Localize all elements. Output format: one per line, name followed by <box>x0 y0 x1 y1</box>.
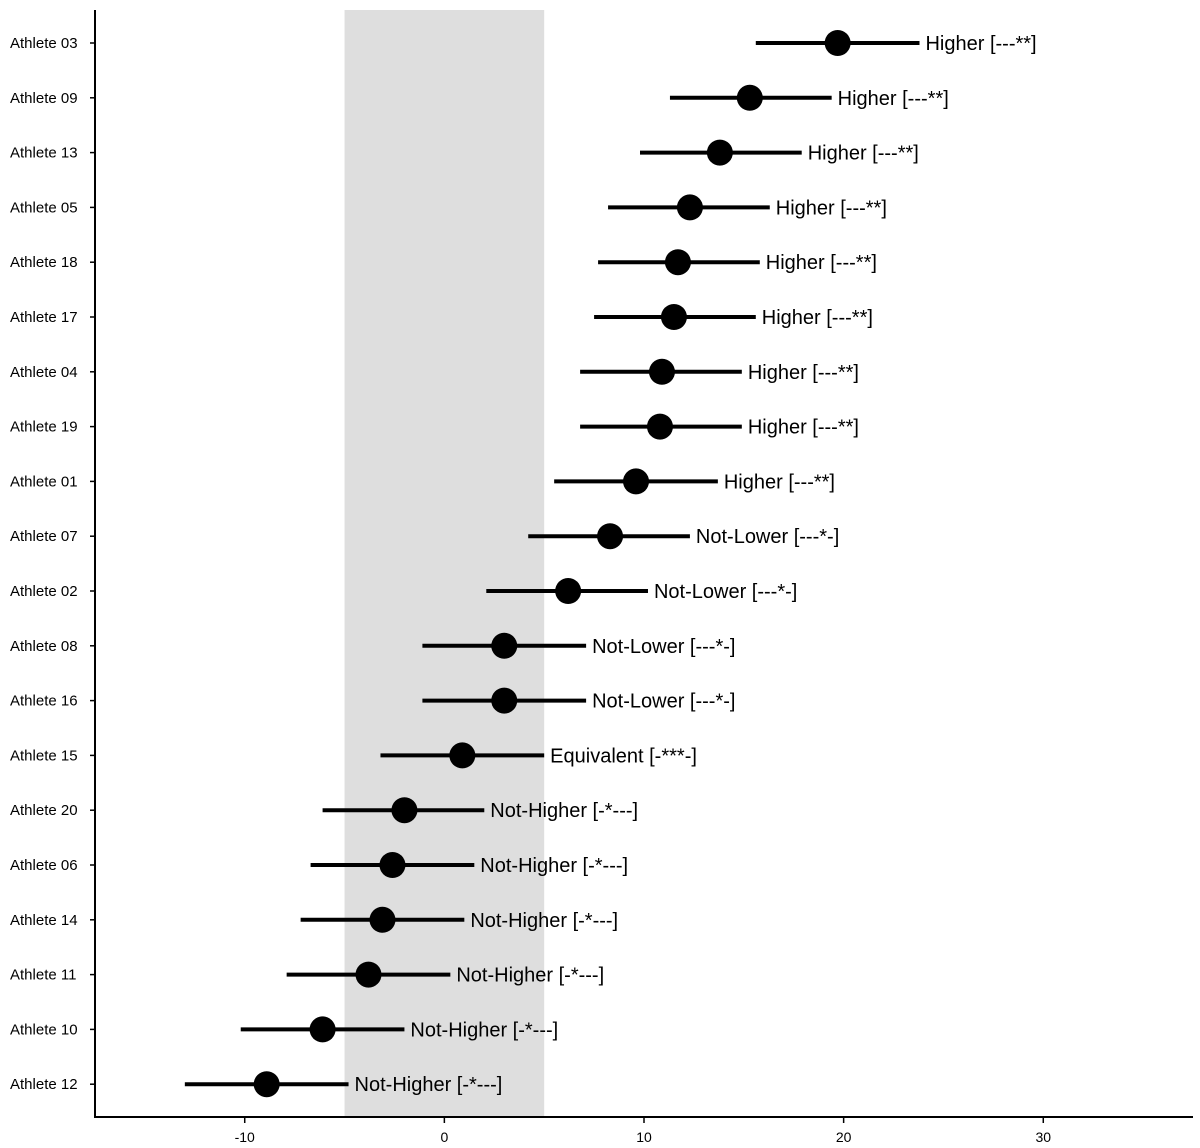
outcome-label: Not-Higher [-*---] <box>490 800 638 822</box>
axis-layer: -10 0 10 20 30 <box>94 10 1193 1145</box>
athlete-label: Athlete 04 <box>10 364 78 381</box>
athlete-row: Athlete 01 Higher [---**] <box>10 468 835 495</box>
outcome-label: Equivalent [-***-] <box>550 745 697 767</box>
athlete-label: Athlete 13 <box>10 145 78 162</box>
outcome-label: Higher [---**] <box>724 471 835 493</box>
athlete-label: Athlete 15 <box>10 747 78 764</box>
outcome-label: Higher [---**] <box>748 417 859 439</box>
athlete-label: Athlete 17 <box>10 309 78 326</box>
estimate-point <box>369 906 396 933</box>
athlete-row: Athlete 03 Higher [---**] <box>10 30 1037 56</box>
estimate-point <box>660 304 687 330</box>
estimate-point <box>597 523 624 550</box>
athlete-row: Athlete 08 Not-Lower [---*-] <box>10 632 735 659</box>
estimate-point <box>646 413 673 440</box>
athlete-row: Athlete 13 Higher [---**] <box>10 139 919 166</box>
outcome-label: Not-Higher [-*---] <box>410 1019 558 1041</box>
x-tick-label: -10 <box>235 1129 255 1145</box>
estimate-point <box>355 961 382 988</box>
estimate-point <box>253 1071 280 1098</box>
outcome-label: Not-Higher [-*---] <box>355 1074 503 1096</box>
outcome-label: Not-Higher [-*---] <box>470 910 618 932</box>
athlete-row: Athlete 16 Not-Lower [---*-] <box>10 687 735 714</box>
estimate-point <box>491 632 518 659</box>
outcome-label: Higher [---**] <box>776 197 887 219</box>
athlete-label: Athlete 16 <box>10 693 78 710</box>
athlete-row: Athlete 05 Higher [---**] <box>10 194 887 221</box>
athlete-label: Athlete 06 <box>10 857 78 874</box>
outcome-label: Higher [---**] <box>838 88 949 110</box>
athlete-row: Athlete 17 Higher [---**] <box>10 304 873 330</box>
athlete-row: Athlete 12 Not-Higher [-*---] <box>10 1071 503 1098</box>
estimate-point <box>664 249 691 276</box>
athlete-row: Athlete 14 Not-Higher [-*---] <box>10 906 618 933</box>
athlete-row: Athlete 19 Higher [---**] <box>10 413 859 440</box>
athlete-row: Athlete 18 Higher [---**] <box>10 249 877 276</box>
athlete-label: Athlete 01 <box>10 473 78 490</box>
x-tick-label: 20 <box>836 1129 852 1145</box>
outcome-label: Higher [---**] <box>762 307 873 329</box>
athlete-label: Athlete 02 <box>10 583 78 600</box>
athlete-label: Athlete 07 <box>10 528 78 545</box>
athlete-label: Athlete 20 <box>10 802 78 819</box>
athlete-label: Athlete 11 <box>10 967 76 984</box>
estimate-point <box>379 852 406 878</box>
equivalence-band <box>344 10 545 1117</box>
outcome-label: Higher [---**] <box>925 33 1036 55</box>
equivalence-band-layer <box>344 10 545 1117</box>
outcome-label: Not-Lower [---*-] <box>654 581 797 603</box>
estimate-point <box>676 194 703 221</box>
athlete-label: Athlete 12 <box>10 1076 78 1093</box>
x-tick-label: 0 <box>440 1129 448 1145</box>
outcome-label: Higher [---**] <box>766 252 877 274</box>
estimate-point <box>309 1016 336 1043</box>
athlete-row: Athlete 06 Not-Higher [-*---] <box>10 852 628 878</box>
athlete-row: Athlete 10 Not-Higher [-*---] <box>10 1016 558 1043</box>
athlete-row: Athlete 15 Equivalent [-***-] <box>10 742 697 769</box>
x-tick-label: 10 <box>636 1129 652 1145</box>
athlete-row: Athlete 04 Higher [---**] <box>10 358 859 385</box>
estimate-point <box>824 30 851 56</box>
athlete-label: Athlete 05 <box>10 199 78 216</box>
outcome-label: Higher [---**] <box>748 362 859 384</box>
athlete-label: Athlete 19 <box>10 419 78 436</box>
athlete-row: Athlete 20 Not-Higher [-*---] <box>10 797 638 824</box>
estimate-point <box>491 687 518 714</box>
estimate-point <box>391 797 418 824</box>
athlete-row: Athlete 11 Not-Higher [-*---] <box>10 961 604 988</box>
outcome-label: Not-Higher [-*---] <box>456 965 604 987</box>
x-tick-label: 30 <box>1035 1129 1051 1145</box>
estimate-point <box>706 139 733 166</box>
outcome-label: Not-Lower [---*-] <box>696 526 839 548</box>
athlete-label: Athlete 14 <box>10 912 78 929</box>
athlete-row: Athlete 09 Higher [---**] <box>10 84 949 111</box>
outcome-label: Higher [---**] <box>808 143 919 165</box>
rows-layer: Athlete 03 Higher [---**] Athlete 09 Higher… <box>10 30 1037 1098</box>
outcome-label: Not-Lower [---*-] <box>592 636 735 658</box>
estimate-point <box>736 84 763 111</box>
athlete-label: Athlete 18 <box>10 254 78 271</box>
estimate-point <box>555 578 582 604</box>
estimate-point <box>623 468 650 495</box>
outcome-label: Not-Higher [-*---] <box>480 855 628 877</box>
estimate-point <box>449 742 476 769</box>
athlete-row: Athlete 07 Not-Lower [---*-] <box>10 523 839 550</box>
outcome-label: Not-Lower [---*-] <box>592 691 735 713</box>
athlete-row: Athlete 02 Not-Lower [---*-] <box>10 578 797 604</box>
athlete-label: Athlete 08 <box>10 638 78 655</box>
estimate-point <box>648 358 675 385</box>
athlete-label: Athlete 03 <box>10 35 78 52</box>
athlete-label: Athlete 10 <box>10 1021 78 1038</box>
athlete-label: Athlete 09 <box>10 90 78 107</box>
